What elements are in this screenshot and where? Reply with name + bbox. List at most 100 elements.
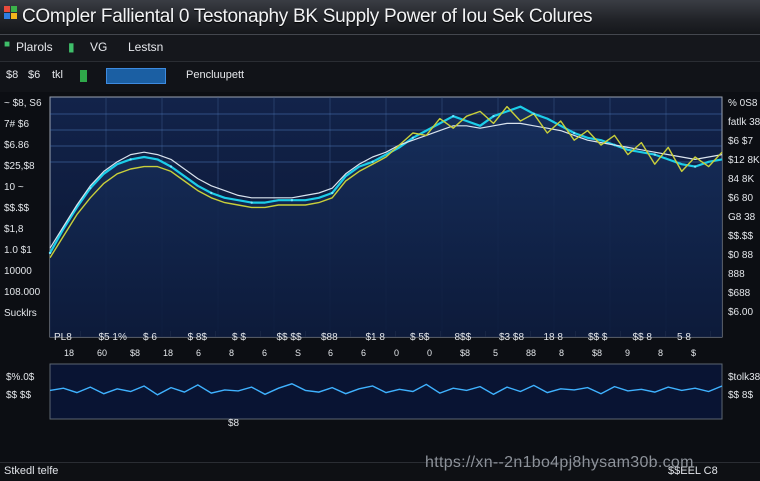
left-axis-label: ~ $8, S6 [4, 98, 42, 109]
x-tick-label: $ 5$ [410, 332, 430, 343]
x-tick-number: 0 [394, 348, 400, 358]
data-point [653, 153, 656, 156]
x-tick-label: $3 $8 [499, 332, 525, 343]
toolbar-item-3[interactable]: tkl [52, 69, 63, 81]
indicator-icon [80, 70, 87, 82]
right-axis-label: fatlk 38 [728, 117, 760, 128]
data-point [48, 251, 52, 255]
window-title: COmpler Falliental 0 Testonaphy BK Suppl… [22, 6, 593, 27]
toolbar-item-2[interactable]: $6 [28, 69, 41, 81]
series-line-2 [49, 122, 723, 249]
x-tick-number: S [295, 348, 302, 358]
toolbar-right-label[interactable]: Pencluupett [186, 69, 245, 81]
left-axis-label: 10000 [4, 266, 32, 277]
x-tick-number: $8 [130, 348, 141, 358]
chart-area: $%.0$ $$ $$ $tolk38 $$ 8$ $8 ~ $8, S6 7# … [0, 92, 760, 462]
active-toolbar-button[interactable] [106, 68, 166, 84]
left-axis-label: $$.$$ [4, 203, 30, 214]
x-tick-label: $ 8$ [187, 332, 207, 343]
x-tick-number: 8 [559, 348, 565, 358]
lower-left-label-2: $$ $$ [6, 390, 32, 401]
data-point [693, 165, 697, 168]
menu-bar: ■ Plarols ▮ VG Lestsn [0, 35, 760, 62]
left-axis-label: 108.000 [4, 287, 41, 298]
data-point [331, 191, 334, 195]
data-point [573, 131, 576, 135]
left-axis-label: 10 ~ [4, 182, 24, 193]
left-axis-label: Sucklrs [4, 308, 37, 319]
left-axis-label: $1,8 [4, 224, 24, 235]
x-tick-number: $8 [592, 348, 603, 358]
right-axis-label: $12 8K [728, 155, 760, 166]
x-tick-number: 6 [361, 348, 367, 358]
x-tick-number: $8 [460, 348, 471, 358]
data-point [210, 191, 213, 195]
title-bar: COmpler Falliental 0 Testonaphy BK Suppl… [0, 0, 760, 35]
x-tick-label: 18 8 [543, 332, 563, 343]
data-point [371, 160, 374, 163]
x-tick-number: 6 [196, 348, 202, 358]
x-tick-number: 8 [658, 348, 664, 358]
menu-item-vg[interactable]: VG [90, 40, 108, 54]
data-point [89, 187, 92, 190]
toolbar-item-1[interactable]: $8 [6, 69, 19, 81]
status-left: Stkedl telfe [4, 465, 59, 477]
x-tick-label: $ $ [232, 332, 246, 343]
x-tick-number: 5 [493, 348, 499, 358]
right-axis-label: 888 [728, 269, 745, 280]
series-area [50, 106, 722, 337]
x-tick-number: 6 [328, 348, 334, 358]
menu-item-lestsn[interactable]: Lestsn [128, 40, 164, 54]
right-axis-label: % 0S8 [728, 98, 758, 109]
data-point [613, 143, 616, 147]
data-point [532, 112, 535, 115]
menu-item-plarols[interactable]: Plarols [16, 40, 53, 54]
x-tick-label: $$ $ [588, 332, 608, 343]
status-bar: Stkedl telfe $$EEL C8 [0, 462, 760, 481]
right-axis-label: $$.$$ [728, 231, 754, 242]
data-point [411, 136, 415, 139]
series-line-1 [49, 105, 723, 254]
right-axis-label: $6 80 [728, 193, 754, 204]
x-tick-label: $$ 8 [632, 332, 652, 343]
left-axis-label: 1.0 $1 [4, 245, 32, 256]
menu-flag-icon[interactable]: ▮ [68, 40, 75, 54]
data-point [290, 199, 294, 202]
x-tick-label: 5 8 [677, 332, 691, 343]
x-tick-number: 6 [262, 348, 268, 358]
chart-svg [48, 96, 723, 420]
data-point [169, 165, 173, 168]
x-tick-label: $88 [321, 332, 338, 343]
data-point [452, 115, 455, 118]
x-tick-number: $ [691, 348, 697, 358]
right-axis-label: $6.00 [728, 307, 754, 318]
right-axis-label: 84 8K [728, 174, 755, 185]
lower-left-label-1: $%.0$ [6, 372, 35, 383]
watermark-url: https://xn--2n1bo4pj8hysam30b.com [425, 454, 694, 471]
x-tick-number: 60 [97, 348, 108, 358]
lower-bottom-label: $8 [228, 418, 240, 429]
lower-right-label-2: $$ 8$ [728, 390, 754, 401]
data-point [129, 158, 132, 161]
lower-right-label-1: $tolk38 [728, 372, 760, 383]
data-point [492, 115, 495, 118]
x-tick-label: $1 8 [365, 332, 385, 343]
x-tick-number: 8 [229, 348, 235, 358]
x-tick-number: 18 [64, 348, 75, 358]
right-axis-label: G8 38 [728, 212, 756, 223]
left-axis-label: $6.86 [4, 140, 30, 151]
series-line-3 [49, 105, 723, 259]
x-tick-number: 0 [427, 348, 433, 358]
right-axis-label: $0 88 [728, 250, 754, 261]
x-tick-number: 9 [625, 348, 631, 358]
toolbar: $8 $6 tkl Pencluupett [0, 62, 760, 93]
x-tick-number: 18 [163, 348, 174, 358]
x-tick-label: PL8 [54, 332, 72, 343]
x-tick-label: $5 1% [98, 332, 127, 343]
x-tick-number: 88 [526, 348, 537, 358]
left-axis-label: 7# $6 [4, 119, 30, 130]
menu-icon[interactable]: ■ [4, 39, 11, 50]
app-logo-icon [4, 6, 18, 20]
x-tick-label: $ 6 [143, 332, 157, 343]
x-tick-label: 8$$ [454, 332, 472, 343]
